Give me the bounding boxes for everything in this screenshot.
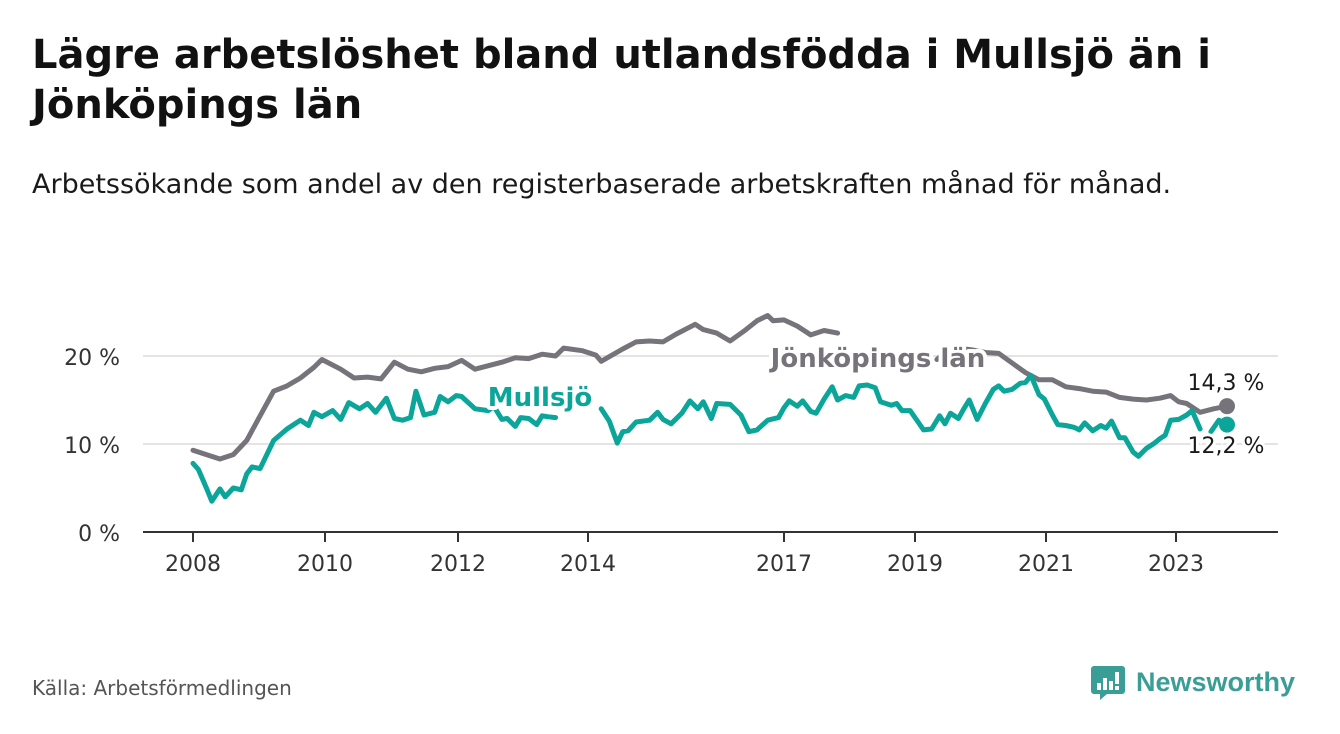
y-tick-label: 10 % (64, 434, 120, 459)
newsworthy-logo-icon (1091, 666, 1125, 700)
x-tick-label: 2023 (1148, 552, 1204, 577)
x-tick-label: 2014 (560, 552, 616, 577)
y-tick-label: 20 % (64, 346, 120, 371)
end-label-jonkopings-lan: 14,3 % (1188, 371, 1265, 396)
series-line-jonkopings-lan (190, 313, 841, 462)
chart-title: Lägre arbetslöshet bland utlandsfödda i … (32, 32, 1211, 128)
series-label-mullsjo: Mullsjö (488, 383, 592, 413)
series-label-jonkopings-lan: Jönköpings län (769, 344, 986, 374)
gridlines (143, 355, 1278, 445)
source-note: Källa: Arbetsförmedlingen (32, 676, 292, 700)
series-line-jonkopings-lan (934, 345, 1230, 415)
chart-subtitle: Arbetssökande som andel av den registerb… (32, 169, 1172, 200)
series-lines (190, 313, 1230, 504)
brand-logo[interactable]: Newsworthy (1090, 660, 1295, 704)
y-axis-ticks: 0 % 10 % 20 % (64, 346, 120, 547)
y-tick-label: 0 % (78, 522, 120, 547)
x-tick-label: 2017 (756, 552, 812, 577)
end-marker-jonkopings-lan (1219, 398, 1235, 415)
x-tick-label: 2021 (1018, 552, 1074, 577)
x-axis: 2008 2010 2012 2014 2017 2019 2021 2023 (143, 531, 1278, 577)
series-line-mullsjo (598, 372, 1203, 459)
end-marker-mullsjo (1219, 416, 1235, 433)
x-tick-label: 2008 (165, 552, 221, 577)
x-tick-label: 2019 (887, 552, 943, 577)
series-line-mullsjo (190, 388, 559, 504)
brand-name: Newsworthy (1136, 666, 1296, 697)
line-chart: 0 % 10 % 20 % Jönköpings län Mullsjö 14,3 … (64, 313, 1278, 577)
end-markers: 14,3 % 12,2 % (1185, 368, 1268, 462)
x-tick-label: 2010 (297, 552, 353, 577)
end-label-mullsjo: 12,2 % (1188, 434, 1265, 459)
x-tick-label: 2012 (430, 552, 486, 577)
series-labels: Jönköpings län Mullsjö (484, 340, 990, 417)
